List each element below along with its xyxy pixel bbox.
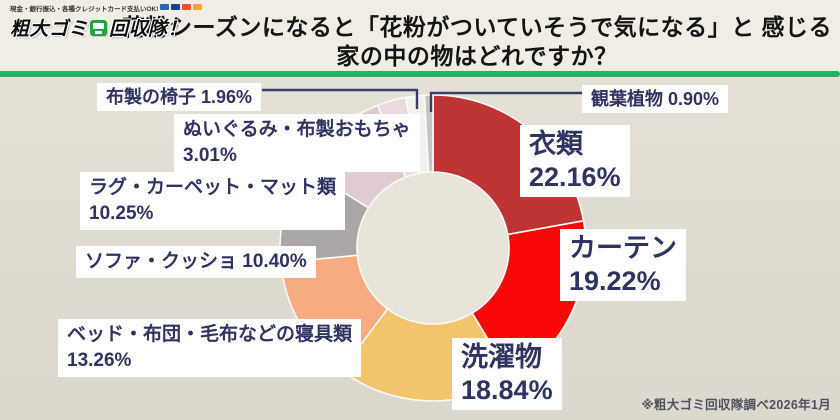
label-rug-carpet-name: ラグ・カーペット・マット類 xyxy=(89,177,337,198)
label-houseplant-name: 観葉植物 xyxy=(591,89,663,109)
label-curtain: カーテン 19.22% xyxy=(560,229,686,301)
label-rug-carpet: ラグ・カーペット・マット類 10.25% xyxy=(80,172,346,230)
label-fabric-chair-name: 布製の椅子 xyxy=(106,87,196,107)
card-chip-icon xyxy=(182,4,192,10)
label-clothing-value: 22.16% xyxy=(529,162,621,192)
footnote: ※粗大ゴミ回収隊調べ2026年1月 xyxy=(641,398,831,412)
leader-line-houseplant xyxy=(429,91,586,112)
label-bedding-value: 13.26% xyxy=(67,350,132,371)
label-bedding-name: ベッド・布団・毛布などの寝具類 xyxy=(67,324,353,345)
brand-logo: 現金・銀行振込・各種クレジットカード支払いOK! 粗大ゴミ 回収隊！ xyxy=(10,3,202,41)
label-fabric-chair: 布製の椅子 1.96% xyxy=(97,83,262,111)
label-sofa-cushion-value: 10.40% xyxy=(242,251,307,272)
label-sofa-cushion-name: ソファ・クッショ xyxy=(85,251,238,272)
chart-hole xyxy=(357,172,509,324)
brand-name-left: 粗大ゴミ xyxy=(10,19,89,40)
brand-name-right: 回収隊！ xyxy=(109,19,188,40)
label-bedding: ベッド・布団・毛布などの寝具類 13.26% xyxy=(58,319,362,377)
card-chip-icon xyxy=(160,4,170,10)
title-line-1: 花粉シーズンになると「花粉がついていそうで気になる」と xyxy=(121,14,755,40)
brand-badge-icon xyxy=(90,19,108,36)
label-laundry: 洗濯物 18.84% xyxy=(452,338,562,410)
header-band xyxy=(0,0,840,71)
leader-line-fabric-chair xyxy=(262,88,419,109)
pie-segment-9 xyxy=(423,94,434,173)
label-laundry-value: 18.84% xyxy=(461,375,553,405)
label-sofa-cushion: ソファ・クッショ 10.40% xyxy=(76,246,316,278)
brand-name: 粗大ゴミ 回収隊！ xyxy=(10,14,202,41)
pie-segment-1 xyxy=(432,94,585,236)
brand-tagline: 現金・銀行振込・各種クレジットカード支払いOK! xyxy=(10,3,202,13)
label-houseplant-value: 0.90% xyxy=(668,89,720,109)
label-plush-toys: ぬいぐるみ・布製おもちゃ 3.01% xyxy=(174,114,420,172)
label-clothing-name: 衣類 xyxy=(529,129,583,159)
label-clothing: 衣類 22.16% xyxy=(520,125,630,197)
brand-tagline-text: 現金・銀行振込・各種クレジットカード支払いOK! xyxy=(10,6,159,13)
card-brand-icons xyxy=(160,4,202,12)
label-laundry-name: 洗濯物 xyxy=(461,342,542,372)
page-title: 花粉シーズンになると「花粉がついていそうで気になる」と 感じる家の中の物はどれで… xyxy=(118,13,836,71)
label-fabric-chair-value: 1.96% xyxy=(201,87,253,107)
label-plush-toys-value: 3.01% xyxy=(183,145,237,166)
label-rug-carpet-value: 10.25% xyxy=(89,203,154,224)
label-plush-toys-name: ぬいぐるみ・布製おもちゃ xyxy=(183,119,411,140)
card-chip-icon xyxy=(171,4,181,10)
card-chip-icon xyxy=(192,4,202,10)
label-houseplant: 観葉植物 0.90% xyxy=(582,85,729,113)
label-curtain-name: カーテン xyxy=(569,233,677,263)
title-divider xyxy=(0,71,840,77)
label-curtain-value: 19.22% xyxy=(569,266,661,296)
title-line-2: 感じる家の中の物はどれですか？ xyxy=(336,14,833,69)
